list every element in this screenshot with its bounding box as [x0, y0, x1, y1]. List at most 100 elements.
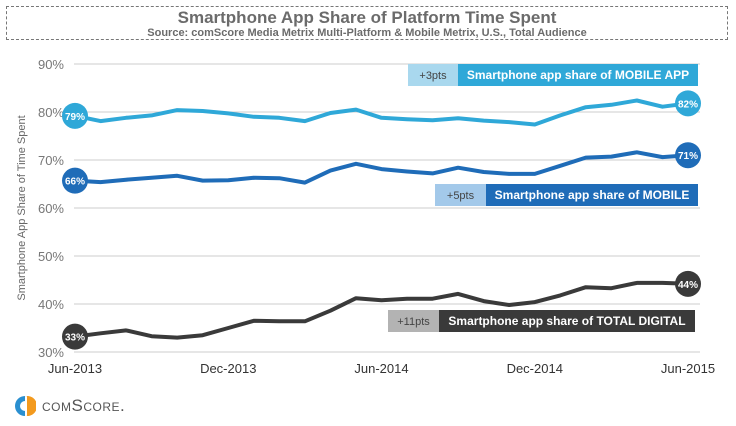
change-badge-text: +11pts — [397, 316, 430, 328]
data-point — [431, 118, 435, 122]
end-value-label: 82% — [678, 99, 698, 110]
series-name-text: Smartphone app share of MOBILE APP — [467, 68, 689, 82]
data-point — [584, 156, 588, 160]
data-point — [380, 298, 383, 302]
data-point — [609, 155, 613, 159]
data-point — [303, 181, 307, 185]
end-marker — [675, 90, 701, 117]
data-point — [558, 113, 562, 117]
data-point — [277, 116, 281, 120]
change-badge-text: +5pts — [447, 190, 475, 202]
data-point — [150, 334, 154, 338]
change-badge-text: +3pts — [419, 70, 447, 82]
data-point — [405, 117, 409, 121]
y-tick-label: 80% — [38, 105, 64, 120]
data-point — [277, 176, 281, 180]
data-point — [303, 319, 307, 323]
data-point — [584, 105, 588, 109]
series-labels: +3pts Smartphone app share of MOBILE APP+… — [388, 64, 698, 332]
x-tick-label: Jun-2013 — [48, 361, 102, 376]
data-point — [252, 319, 256, 323]
data-point — [533, 172, 537, 176]
data-point — [201, 333, 205, 337]
data-point — [99, 180, 103, 184]
y-tick-label: 50% — [38, 249, 64, 264]
chart-subtitle: Source: comScore Media Metrix Multi-Plat… — [147, 27, 587, 39]
start-value-label: 79% — [65, 112, 85, 123]
x-tick-label: Dec-2013 — [200, 361, 256, 376]
end-value-label: 71% — [678, 151, 698, 162]
x-tick-label: Jun-2014 — [354, 361, 408, 376]
y-tick-label: 40% — [38, 297, 64, 312]
comscore-logo: comScore. — [14, 394, 125, 418]
y-tick-label: 60% — [38, 201, 64, 216]
data-point — [431, 297, 435, 301]
data-point — [405, 170, 409, 174]
data-point — [380, 167, 383, 171]
data-point — [507, 172, 511, 176]
data-point — [354, 162, 358, 166]
start-value-label: 33% — [65, 333, 85, 344]
series-name-text: Smartphone app share of MOBILE — [495, 188, 690, 202]
series-name-text: Smartphone app share of TOTAL DIGITAL — [448, 314, 685, 328]
start-value-label: 66% — [65, 177, 85, 188]
change-badge-bg — [435, 184, 486, 206]
data-point — [252, 176, 256, 180]
data-point — [635, 98, 639, 102]
end-marker — [675, 142, 701, 169]
change-badge-bg — [388, 310, 439, 332]
data-point — [609, 103, 613, 107]
data-point — [660, 281, 664, 285]
comscore-logo-icon — [15, 396, 36, 416]
data-point — [328, 111, 332, 115]
data-point — [380, 116, 383, 120]
data-point — [482, 170, 486, 174]
y-tick-label: 90% — [38, 57, 64, 72]
data-point — [175, 108, 179, 112]
data-point — [303, 119, 307, 123]
data-point — [558, 164, 562, 168]
data-point — [456, 116, 460, 120]
data-point — [124, 178, 128, 182]
data-point — [584, 285, 588, 289]
data-point — [277, 319, 281, 323]
start-marker — [62, 323, 88, 350]
data-point — [660, 155, 664, 159]
data-point — [201, 109, 205, 113]
change-badge-bg — [408, 64, 458, 86]
end-value-label: 44% — [678, 280, 698, 291]
data-point — [405, 297, 409, 301]
data-point — [252, 115, 256, 119]
y-tick-label: 70% — [38, 153, 64, 168]
data-point — [328, 169, 332, 173]
data-point — [456, 292, 460, 296]
data-point — [99, 119, 103, 123]
chart-title: Smartphone App Share of Platform Time Sp… — [177, 8, 557, 27]
series-label-2: +11pts Smartphone app share of TOTAL DIGI… — [388, 310, 695, 332]
data-point — [150, 113, 154, 117]
data-point — [635, 150, 639, 154]
data-point — [175, 336, 179, 340]
data-point — [635, 281, 639, 285]
series-name-bg — [439, 310, 695, 332]
x-tick-label: Jun-2015 — [661, 361, 715, 376]
data-point — [482, 299, 486, 303]
data-point — [609, 286, 613, 290]
data-point — [431, 171, 435, 175]
data-point — [328, 309, 332, 313]
comscore-logo-text: comScore. — [42, 396, 126, 415]
data-point — [150, 176, 154, 180]
series-line-1 — [74, 150, 689, 185]
data-point — [456, 166, 460, 170]
data-point — [507, 120, 511, 124]
x-tick-label: Dec-2014 — [507, 361, 563, 376]
x-axis-ticks: Jun-2013 Dec-2013 Jun-2014 Dec-2014 Jun-2015 — [48, 361, 715, 376]
data-point — [226, 111, 230, 115]
data-point — [558, 293, 562, 297]
data-point — [175, 174, 179, 178]
series-name-bg — [486, 184, 698, 206]
data-point — [354, 108, 358, 112]
data-point — [533, 300, 537, 304]
series-label-0: +3pts Smartphone app share of MOBILE APP — [408, 64, 698, 86]
